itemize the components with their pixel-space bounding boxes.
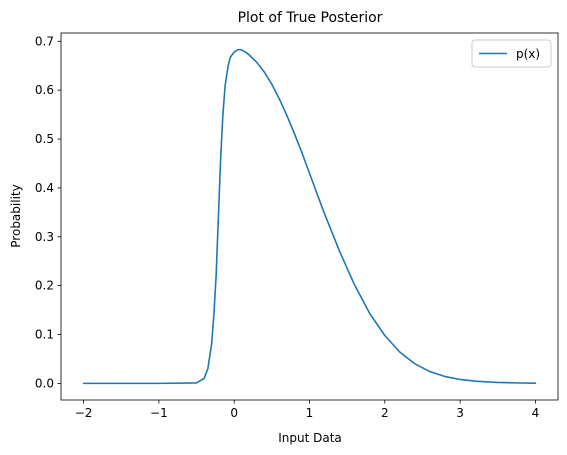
y-tick-label: 0.1 (35, 328, 54, 342)
legend-label: p(x) (516, 47, 540, 61)
x-tick-label: 4 (532, 406, 540, 420)
x-tick-label: −2 (75, 406, 93, 420)
chart-title: Plot of True Posterior (238, 10, 383, 26)
y-tick-label: 0.3 (35, 230, 54, 244)
series-layer (84, 50, 536, 384)
y-tick-label: 0.2 (35, 279, 54, 293)
x-axis-label: Input Data (278, 431, 342, 445)
y-tick-label: 0.4 (35, 181, 54, 195)
x-axis-ticks: −2 −1 0 1 2 3 4 (75, 400, 539, 420)
x-tick-label: 0 (230, 406, 238, 420)
y-tick-label: 0.6 (35, 83, 54, 97)
plot-frame (61, 33, 558, 400)
y-tick-label: 0.0 (35, 376, 54, 390)
y-axis-label: Probability (9, 184, 23, 247)
y-tick-label: 0.7 (35, 34, 54, 48)
x-tick-label: 1 (306, 406, 314, 420)
x-tick-label: −1 (150, 406, 168, 420)
y-axis-ticks: 0.0 0.1 0.2 0.3 0.4 0.5 0.6 0.7 (35, 34, 61, 390)
x-tick-label: 3 (456, 406, 464, 420)
x-tick-label: 2 (381, 406, 389, 420)
legend: p(x) (472, 40, 551, 67)
series-line-p-x (84, 50, 536, 384)
y-tick-label: 0.5 (35, 132, 54, 146)
